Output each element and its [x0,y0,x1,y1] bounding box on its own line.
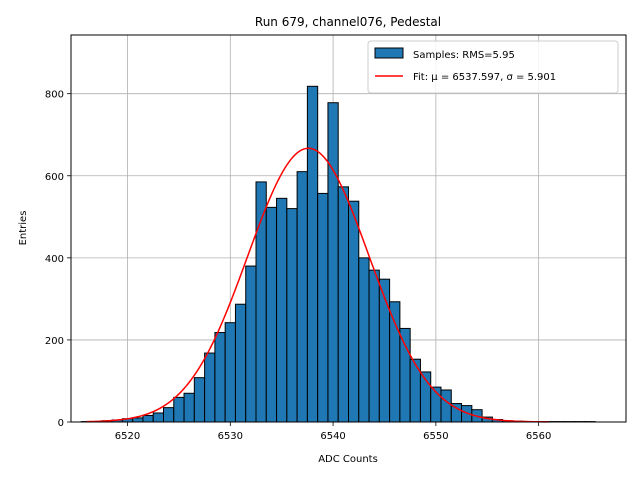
legend: Samples: RMS=5.95 Fit: μ = 6537.597, σ =… [367,40,619,94]
histogram-bar [193,377,206,423]
histogram-bar [348,200,360,423]
histogram-bar [183,392,195,423]
histogram-bar [358,257,370,423]
histogram-bar [327,102,339,423]
histogram-bars [80,85,596,423]
histogram-bar [173,396,185,423]
y-tick-label: 800 [45,90,64,101]
histogram-bar [204,352,216,423]
x-tick-label: 6530 [218,431,243,442]
histogram-bar [306,85,319,423]
histogram-bar [378,278,391,423]
histogram-bar [265,206,278,423]
chart-title: Run 679, channel076, Pedestal [255,15,441,29]
histogram-bar [389,301,401,423]
histogram-bar [163,407,175,423]
x-tick-label: 6540 [320,431,345,442]
x-axis-ticks: 6520 6530 6540 6550 6560 [115,422,551,442]
histogram-bar [296,171,308,423]
legend-label-samples: Samples: RMS=5.95 [413,50,515,61]
histogram-bar [317,192,329,423]
legend-swatch-samples [374,47,404,59]
histogram-bar [142,414,154,423]
fit-curve [86,147,549,423]
legend-box [367,40,619,94]
histogram-bar [399,327,411,423]
plot-frame [70,34,627,423]
y-axis-label: Entries [18,211,29,246]
histogram-bar [440,389,452,423]
histogram-bar [286,208,298,423]
y-axis-ticks: 0 200 400 600 800 [45,90,71,429]
y-tick-label: 400 [45,254,64,265]
y-tick-label: 200 [45,336,64,347]
histogram-bar [276,197,288,423]
histogram-bar [337,186,350,423]
x-axis-label: ADC Counts [318,454,378,465]
x-tick-label: 6550 [423,431,448,442]
y-tick-label: 600 [45,172,64,183]
histogram-bar [132,417,144,423]
histogram-bar [224,322,236,423]
x-tick-label: 6520 [115,431,140,442]
histogram-bar [234,303,247,423]
x-tick-label: 6560 [526,431,551,442]
legend-label-fit: Fit: μ = 6537.597, σ = 5.901 [413,72,556,83]
histogram-bar [214,332,226,423]
histogram-bar [152,412,165,423]
y-tick-label: 0 [58,418,64,429]
histogram-bar [245,265,257,423]
histogram-bar [368,269,380,423]
